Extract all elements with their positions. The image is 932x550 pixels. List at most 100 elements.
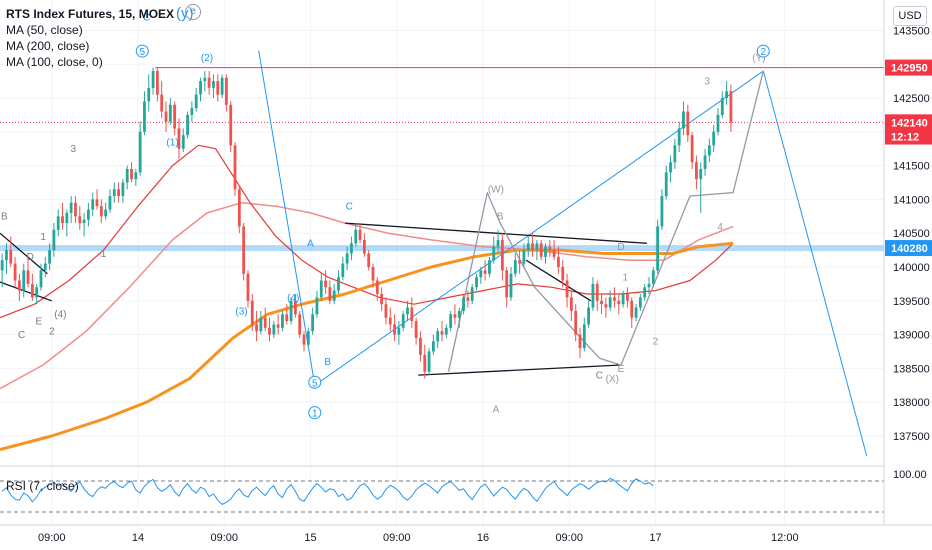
candle-body [531,243,534,251]
trendline-2 [0,232,48,275]
candle-body [643,287,647,298]
candle-body [431,341,435,352]
indicator-ma100[interactable]: MA (100, close, 0) [6,55,103,69]
circled-label: 2 [760,47,766,58]
candle-body [371,266,375,281]
candle-body [617,300,621,305]
earnings-e-icon[interactable]: e [185,4,201,20]
wave-annotation: 2 [49,327,55,338]
candle-body [358,229,362,240]
candle-body [362,239,366,254]
candle-body [401,314,405,328]
circled-label-ring [756,44,770,58]
wave-annotation: (3) [235,306,247,317]
candle-body [651,270,655,284]
wave-annotation: C [18,330,25,341]
rsi-line [1,477,654,506]
candle-body [293,300,297,315]
candle-body [462,297,465,311]
candle-body [703,155,707,169]
candle-body [557,256,560,267]
candle-body [449,314,453,328]
wave-annotation: B [1,212,8,223]
candle-body [664,172,668,197]
resistance-price-badge-text: 142950 [891,63,928,75]
ma50-line [0,144,734,319]
time-tick-label: 09:00 [210,532,238,544]
wave-annotation: C [596,371,603,382]
candle-body [0,260,4,271]
candle-body [410,307,414,322]
candle-body [444,327,448,335]
candle-body [220,77,224,95]
candle-body [729,91,733,123]
candle-body [406,307,409,315]
candle-body [707,145,711,156]
wave-annotation: 3 [704,76,710,87]
candle-body [513,260,517,274]
candle-body [337,277,340,291]
candle-body [587,307,591,325]
candle-body [488,260,491,274]
candle-body [716,114,720,132]
candle-body [121,182,125,197]
candle-body [427,351,431,372]
candle-body [600,300,603,305]
support-band-badge-text: 140280 [891,243,928,255]
candle-body [712,131,716,146]
candle-body [582,324,586,349]
candle-body [13,263,17,281]
candle-body [682,111,685,129]
candle-body [604,304,608,308]
price-tick-label: 140500 [893,228,930,240]
candle-body [95,199,99,207]
candle-body [565,280,569,298]
price-tick-label: 142500 [893,93,930,105]
candle-body [535,243,539,251]
indicator-ma200[interactable]: MA (200, close) [6,39,90,53]
candle-body [621,294,625,305]
wave-annotation: 4 [717,222,723,233]
candle-body [130,168,133,180]
candle-body [186,114,189,136]
circled-label: 5 [312,378,318,389]
candle-body [276,324,280,328]
wave-annotation: (X) [606,374,619,385]
price-tick-label: 137500 [893,431,930,443]
candle-body [345,253,349,264]
candle-body [181,135,185,149]
candle-body [725,91,729,99]
candle-body [393,324,396,335]
circled-label: 5 [140,47,146,58]
chart-legend: RTS Index Futures, 15, MOEX (y) MA (50, c… [6,6,194,70]
symbol-title[interactable]: RTS Index Futures, 15, MOEX [6,7,175,21]
candle-body [268,327,271,335]
trendlines[interactable] [0,50,868,457]
candle-body [35,287,39,298]
candle-body [479,270,483,278]
wave-annotation: C [143,12,150,23]
candle-body [117,189,120,197]
wave-annotation: A [493,404,500,415]
time-tick-label: 17 [649,532,661,544]
wave-annotation: 1 [101,249,107,260]
rsi-label[interactable]: RSI (7, close) [6,479,79,493]
candle-body [591,283,595,308]
candle-body [199,81,202,95]
candle-body [212,81,215,88]
resistance-price-badge [885,59,932,76]
candle-body [168,104,172,122]
candle-body [255,324,258,332]
currency-button[interactable]: USD [893,6,927,26]
candle-body [626,294,629,301]
price-tick-label: 138500 [893,363,930,375]
support-band-badge [885,240,932,257]
candle-body [505,270,509,298]
candle-body [375,280,379,295]
indicator-ma50[interactable]: MA (50, close) [6,23,83,37]
candle-body [509,273,513,298]
candle-body [164,111,168,122]
candle-body [74,202,77,217]
candle-body [302,334,306,345]
